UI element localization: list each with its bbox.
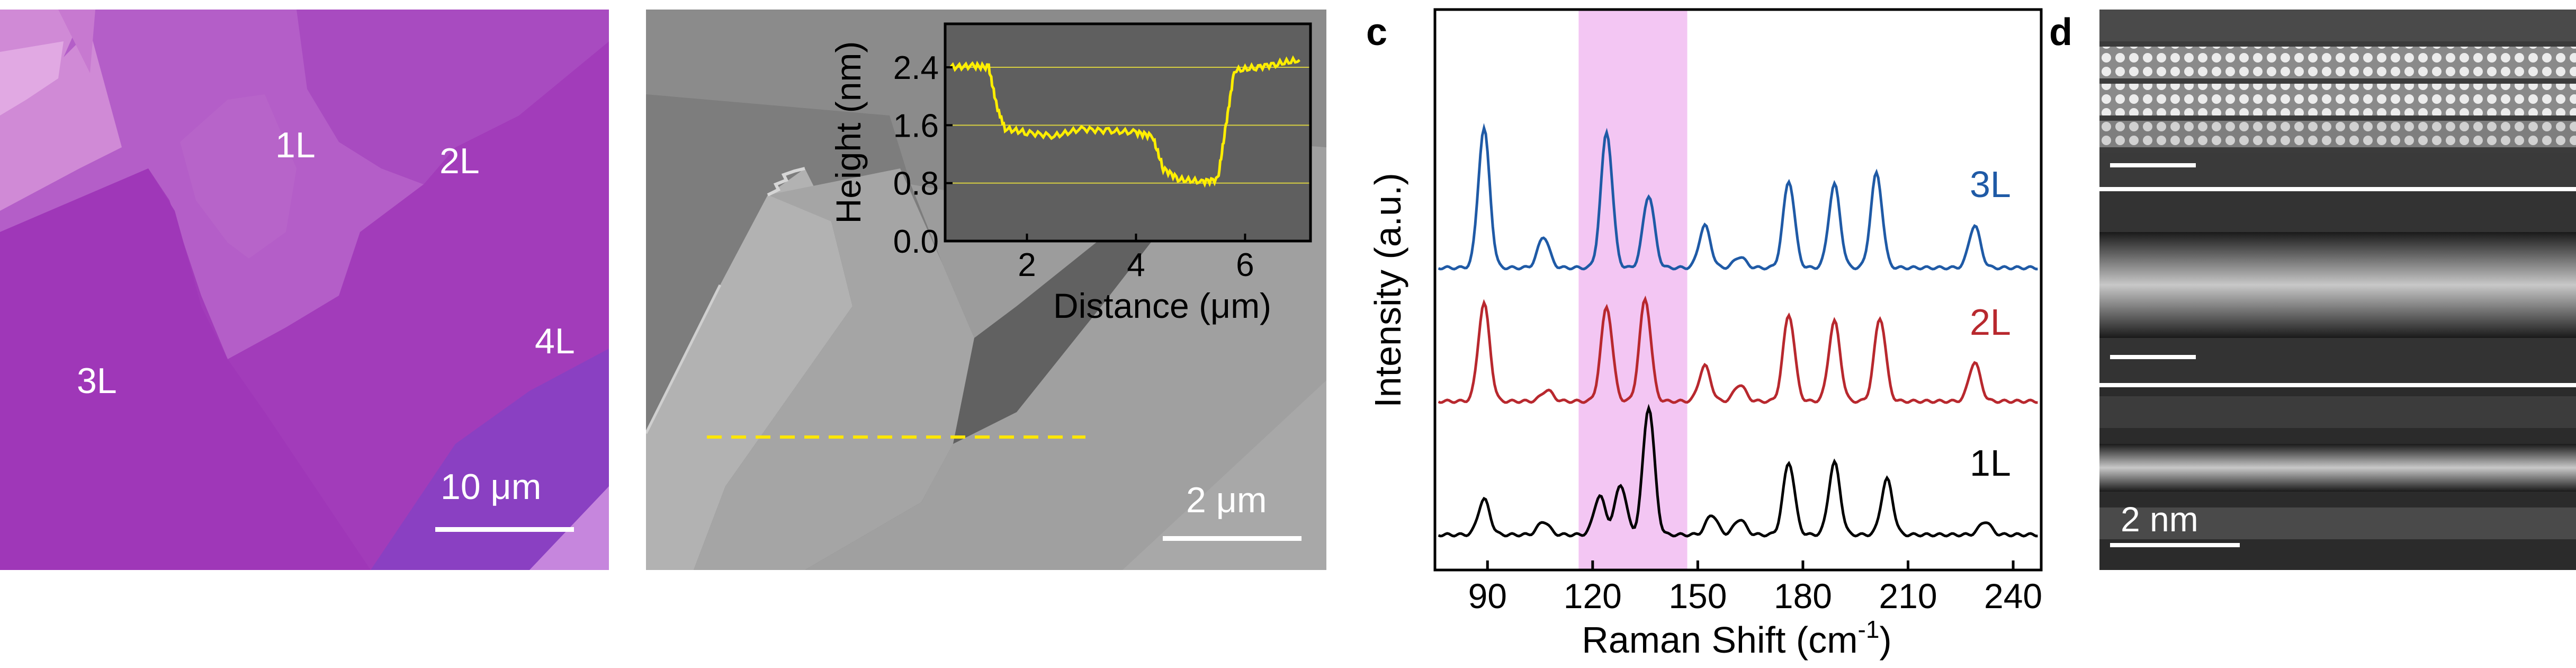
raman-line-2L	[1438, 295, 2038, 404]
inset-xtick-label: 2	[1018, 247, 1036, 283]
scalebar-a-text: 10 μm	[441, 467, 542, 507]
raman-xtick-label: 240	[1984, 576, 2042, 616]
inset-ytick-label: 0.8	[893, 166, 939, 202]
optical-image-graphic	[0, 10, 609, 570]
raman-chart-graphic: 90 120 150 180 210 240 Raman Shift (cm-1) Int…	[1367, 8, 2043, 661]
scalebar-a	[435, 527, 574, 532]
stem-images: 2 nm	[2099, 10, 2576, 570]
raman-line-3L	[1438, 123, 2038, 271]
scalebar-b-text: 2 μm	[1186, 480, 1267, 520]
raman-ylabel: Intensity (a.u.)	[1367, 173, 1408, 408]
panel-c-label: c	[1366, 11, 1388, 54]
scalebar-d-top	[2110, 163, 2196, 167]
layer-label-4L: 4L	[535, 321, 575, 361]
series-label-1L: 1L	[1970, 442, 2011, 484]
layer-label-3L: 3L	[77, 361, 117, 401]
series-label-3L: 3L	[1970, 164, 2011, 205]
inset-ylabel: Height (nm)	[829, 41, 868, 224]
inset-ytick-label: 2.4	[893, 50, 939, 86]
stem-images-graphic: 2 nm	[2099, 10, 2576, 570]
optical-image	[0, 10, 609, 570]
inset-xtick-label: 4	[1127, 247, 1145, 283]
inset-y-ticks: 0.0 0.8 1.6 2.4	[893, 50, 953, 260]
raman-line-1L	[1438, 404, 2038, 538]
highlight-band	[1578, 10, 1688, 570]
inset-xlabel: Distance (μm)	[1053, 286, 1271, 325]
inset-ytick-label: 0.0	[893, 224, 939, 260]
layer-label-2L: 2L	[439, 141, 480, 181]
raman-xtick-label: 90	[1468, 576, 1507, 616]
inset-xtick-label: 6	[1236, 247, 1254, 283]
inset-x-ticks: 2 4 6	[1018, 234, 1254, 283]
layer-label-1L: 1L	[275, 125, 316, 165]
series-label-2L: 2L	[1970, 301, 2011, 343]
inset-ytick-label: 1.6	[893, 108, 939, 144]
raman-xlabel: Raman Shift (cm-1)	[1582, 616, 1891, 661]
raman-xtick-label: 150	[1668, 576, 1727, 616]
panel-d-label: d	[2049, 11, 2072, 54]
scalebar-b	[1163, 536, 1302, 541]
raman-x-ticks: 90 120 150 180 210 240	[1468, 560, 2042, 616]
scalebar-d-bottom	[2110, 543, 2240, 547]
raman-xtick-label: 180	[1774, 576, 1832, 616]
raman-chart: 90 120 150 180 210 240 Raman Shift (cm-1) Int…	[1345, 0, 2044, 668]
height-profile-chart: 0.0 0.8 1.6 2.4 2 4 6 Distance (μm) Height (n…	[829, 22, 1312, 325]
height-series-line	[949, 55, 1300, 188]
raman-xtick-label: 120	[1564, 576, 1622, 616]
raman-xtick-label: 210	[1879, 576, 1937, 616]
raman-series	[1438, 123, 2038, 538]
raman-axes-frame	[1433, 8, 2043, 572]
scalebar-d-middle	[2110, 355, 2196, 359]
scalebar-d-text: 2 nm	[2121, 500, 2198, 539]
height-profile-inset: 0.0 0.8 1.6 2.4 2 4 6 Distance (μm) Height (n…	[813, 11, 1318, 355]
